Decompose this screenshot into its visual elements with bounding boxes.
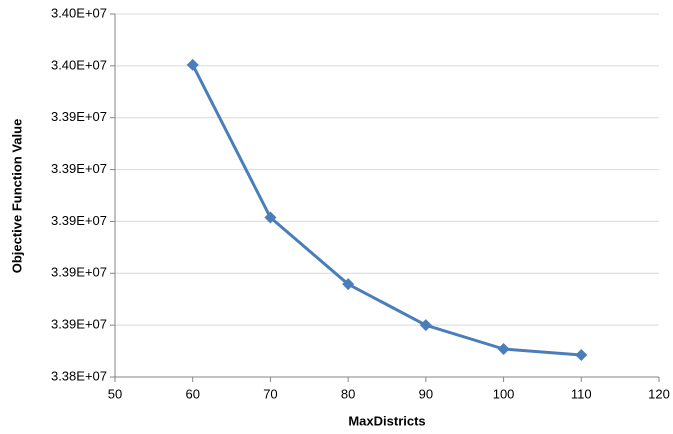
x-tick-label: 60	[185, 386, 199, 401]
x-tick-label: 90	[419, 386, 433, 401]
y-tick-label: 3.40E+07	[51, 5, 107, 20]
y-tick-label: 3.38E+07	[51, 368, 107, 383]
x-tick-label: 110	[571, 386, 592, 401]
marker	[575, 348, 588, 361]
y-tick-label: 3.39E+07	[51, 161, 107, 176]
marker	[419, 319, 432, 332]
x-tick-label: 100	[493, 386, 515, 401]
y-tick-label: 3.40E+07	[51, 57, 107, 72]
marker	[264, 211, 277, 224]
marker	[186, 58, 199, 71]
marker	[497, 342, 510, 355]
x-tick-label: 70	[263, 386, 277, 401]
marker	[342, 278, 355, 291]
y-tick-label: 3.39E+07	[51, 109, 107, 124]
x-tick-label: 50	[108, 386, 122, 401]
y-axis-title: Objective Function Value	[9, 119, 24, 274]
x-tick-label: 80	[341, 386, 355, 401]
series-line	[191, 64, 582, 357]
y-tick-label: 3.39E+07	[51, 213, 107, 228]
x-tick-label: 120	[648, 386, 670, 401]
y-tick-label: 3.39E+07	[51, 317, 107, 332]
y-tick-label: 3.39E+07	[51, 265, 107, 280]
x-axis-title: MaxDistricts	[348, 413, 425, 428]
